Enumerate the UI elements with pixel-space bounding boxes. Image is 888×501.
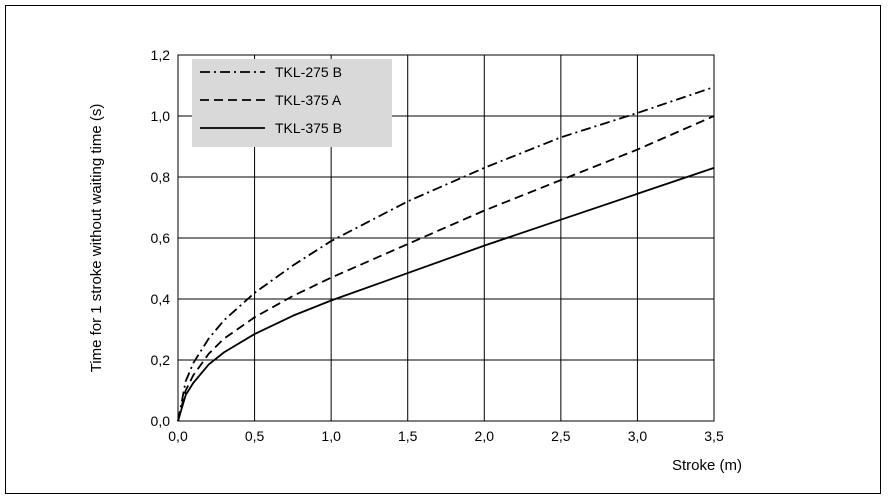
y-tick-label: 1,0 <box>151 108 171 124</box>
y-tick-label: 1,2 <box>151 47 171 63</box>
legend-label-1: TKL-275 B <box>275 64 342 80</box>
tick-labels: 0,0 0,5 1,0 1,5 2,0 2,5 3,0 3,5 0,0 0,2 0,4 0,6 0,8 1… <box>151 47 724 444</box>
y-axis-label: Time for 1 stroke without waiting time (… <box>88 104 105 373</box>
x-axis-label: Stroke (m) <box>672 457 742 474</box>
legend: TKL-275 B TKL-375 A TKL-375 B <box>192 59 392 147</box>
legend-label-3: TKL-375 B <box>275 120 342 136</box>
chart-frame <box>5 5 881 494</box>
legend-label-2: TKL-375 A <box>275 92 342 108</box>
x-tick-label: 1,0 <box>321 428 341 444</box>
x-tick-label: 2,5 <box>551 428 571 444</box>
x-tick-label: 3,0 <box>628 428 648 444</box>
series-line-1 <box>177 86 715 422</box>
y-tick-label: 0,8 <box>151 169 171 185</box>
plot-area-border <box>177 54 715 422</box>
y-tick-label: 0,4 <box>151 291 171 307</box>
x-tick-label: 0,0 <box>168 428 188 444</box>
legend-items: TKL-275 B TKL-375 A TKL-375 B <box>200 64 342 136</box>
y-tick-label: 0,0 <box>151 413 171 429</box>
x-tick-label: 2,0 <box>475 428 495 444</box>
y-tick-label: 0,6 <box>151 230 171 246</box>
series-line-3 <box>177 166 715 422</box>
x-tick-label: 0,5 <box>245 428 265 444</box>
x-tick-label: 1,5 <box>398 428 418 444</box>
series-line-2 <box>177 115 715 422</box>
x-tick-label: 3,5 <box>704 428 724 444</box>
legend-box <box>192 59 392 147</box>
y-tick-label: 0,2 <box>151 352 171 368</box>
series-lines <box>177 86 715 422</box>
